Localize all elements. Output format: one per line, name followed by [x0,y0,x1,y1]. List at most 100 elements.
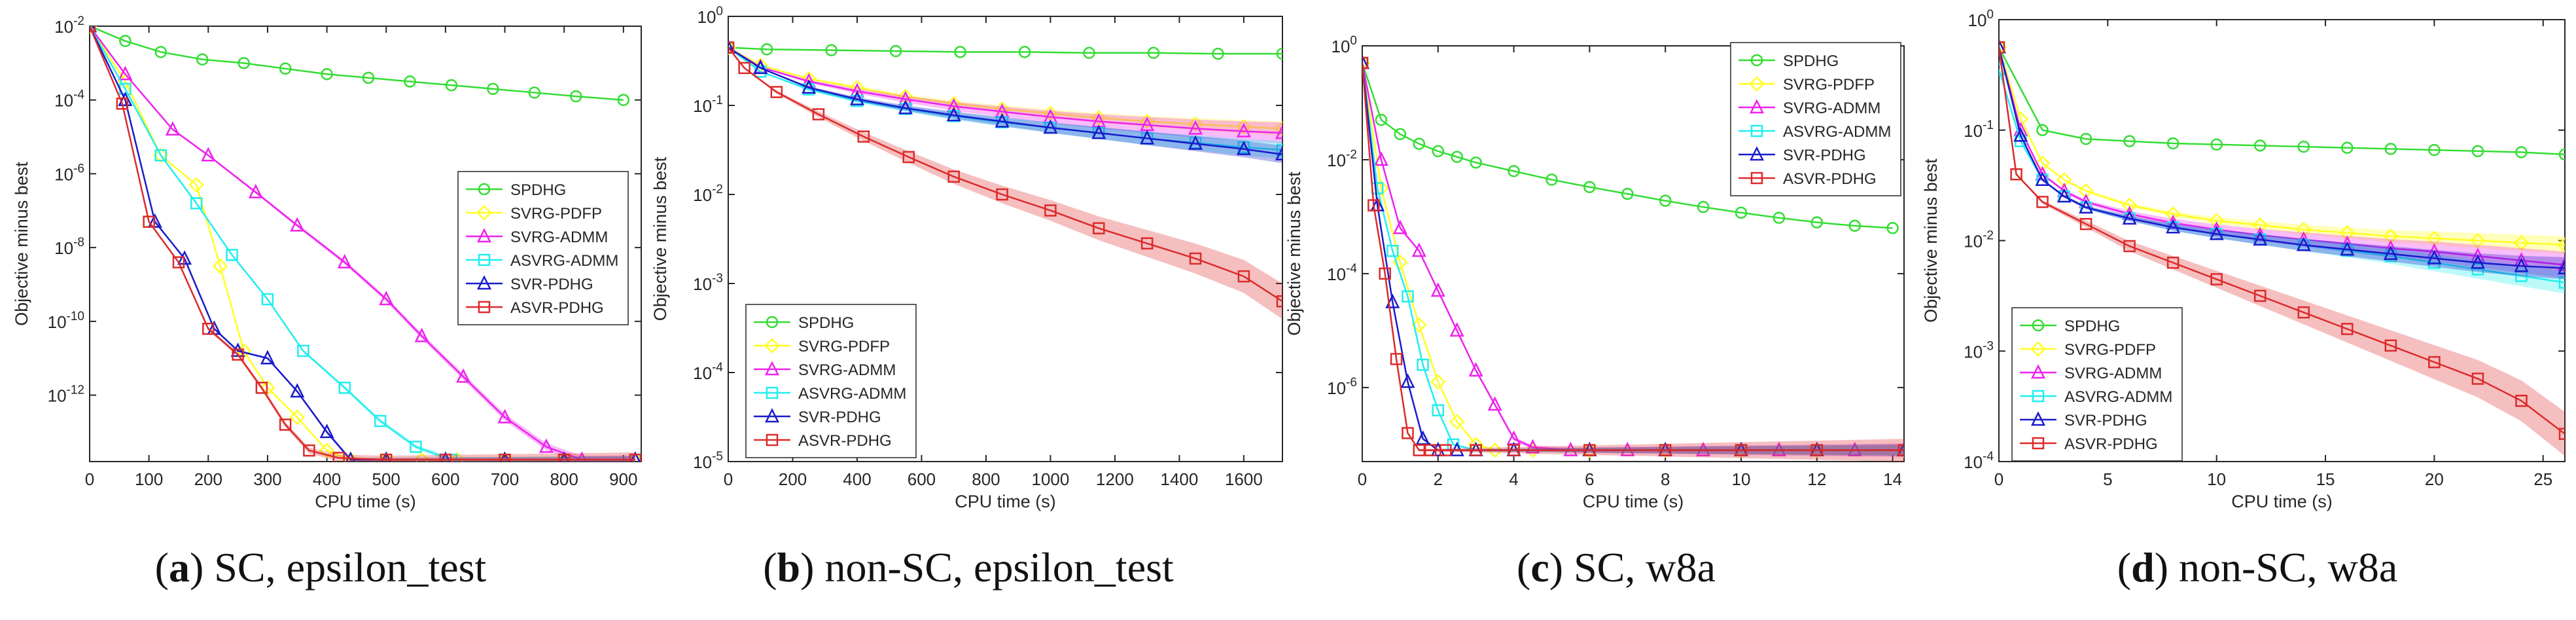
series-line-svr-pdhg [728,46,1282,156]
data-point-marker [478,301,491,314]
data-point-marker [802,73,817,88]
data-point-marker [230,342,245,357]
legend-label: SVRG-ADMM [798,361,896,379]
data-point-marker [1735,444,1748,456]
y-tick-label: 10-5 [693,450,723,472]
legend-label: SVRG-PDFP [2064,341,2156,359]
data-point-marker [2123,240,2136,253]
data-point-marker [2471,145,2484,158]
data-point-marker [2384,339,2397,352]
y-tick-label: 10-2 [693,183,723,205]
x-tick-label: 1000 [1032,469,1070,489]
data-point-marker [260,380,275,396]
data-point-marker [2557,237,2565,253]
data-point-marker [1236,140,1251,155]
data-point-marker [2339,225,2355,241]
series-layer [1999,39,2565,456]
data-point-marker [2514,257,2529,272]
data-point-marker [374,414,387,428]
data-point-marker [2209,225,2224,240]
x-tick-label: 600 [908,469,936,489]
data-point-marker [629,453,641,462]
data-point-marker [476,275,492,290]
data-point-marker [1093,222,1105,234]
x-tick-label: 12 [1807,469,1826,489]
legend: SPDHG SVRG-PDFP SVRG-ADMM ASVRG-ADMM SVR-PDH… [2011,307,2183,462]
data-point-marker [1400,373,1415,388]
data-point-marker [154,46,168,58]
data-point-marker [2036,196,2049,208]
data-point-marker [1188,135,1203,150]
data-point-marker [1212,47,1224,60]
series-line-asvr-pdhg [90,26,635,461]
data-point-marker [1362,54,1370,69]
legend-label: SVRG-PDFP [798,338,890,356]
data-point-marker [2056,172,2072,188]
y-axis-label: Objective minus best [1921,158,1941,323]
data-point-marker [766,433,779,447]
y-tick-label: 10-2 [1327,148,1357,170]
legend-label: ASVR-PDHG [510,299,604,317]
caption-letter: d [2131,544,2155,591]
data-point-marker [1237,270,1250,283]
data-point-marker [1470,156,1482,169]
data-point-marker [2166,257,2179,269]
data-point-marker [2470,247,2485,263]
data-point-marker [1810,444,1824,456]
data-point-marker [1733,442,1749,458]
data-point-marker [362,71,375,84]
data-point-marker [1750,172,1763,185]
legend-label: SPDHG [2064,318,2120,335]
data-point-marker [1848,219,1861,232]
data-point-marker [2034,155,2051,172]
data-point-marker [1367,199,1380,211]
series-line-asvr-pdhg [728,46,1282,302]
caption-c: (c) SC, w8a [1517,544,1716,591]
data-point-marker [1394,128,1407,141]
data-point-marker [770,86,783,98]
data-point-marker [1749,76,1765,92]
data-point-marker [2079,133,2092,145]
x-tick-label: 200 [779,469,807,489]
data-point-marker [954,46,966,58]
data-point-marker [2428,143,2441,156]
data-point-marker [947,170,960,183]
x-axis-label: CPU time (s) [1583,492,1684,511]
data-point-marker [1525,439,1540,454]
data-point-marker [2253,139,2267,152]
legend-box [457,171,629,325]
data-point-marker [556,452,572,462]
data-point-marker [1657,442,1673,458]
data-point-marker [190,197,203,210]
data-point-marker [338,382,351,394]
series-line-svr-pdhg [1999,46,2565,269]
data-point-marker [2032,319,2045,332]
y-tick-label: 10-12 [48,384,84,406]
data-point-marker [1390,353,1403,365]
data-point-marker [1432,145,1445,158]
y-tick-label: 10-6 [54,162,84,184]
data-point-marker [2297,306,2310,319]
data-point-marker [1415,430,1430,445]
data-point-marker [1276,47,1282,60]
data-point-marker [1044,204,1057,217]
x-tick-label: 700 [491,469,519,489]
y-tick-label: 10-3 [693,272,723,294]
data-point-marker [728,39,736,54]
data-point-marker [1749,146,1765,161]
legend: SPDHG SVRG-PDFP SVRG-ADMM ASVRG-ADMM SVR-PDH… [745,304,917,458]
data-point-marker [2558,276,2565,289]
data-point-marker [404,75,416,88]
data-point-marker [379,453,393,462]
x-tick-label: 800 [550,469,578,489]
data-point-marker [321,68,333,81]
series-line-asvr-pdhg [1362,62,1904,451]
data-point-marker [1188,120,1203,135]
series-layer [728,39,1282,319]
y-tick-label: 10-6 [1327,376,1357,398]
legend-label: SPDHG [798,314,854,332]
caption-letter: c [1530,544,1549,591]
data-point-marker [1236,122,1251,137]
data-point-marker [2030,411,2046,426]
data-point-marker [2515,394,2528,407]
